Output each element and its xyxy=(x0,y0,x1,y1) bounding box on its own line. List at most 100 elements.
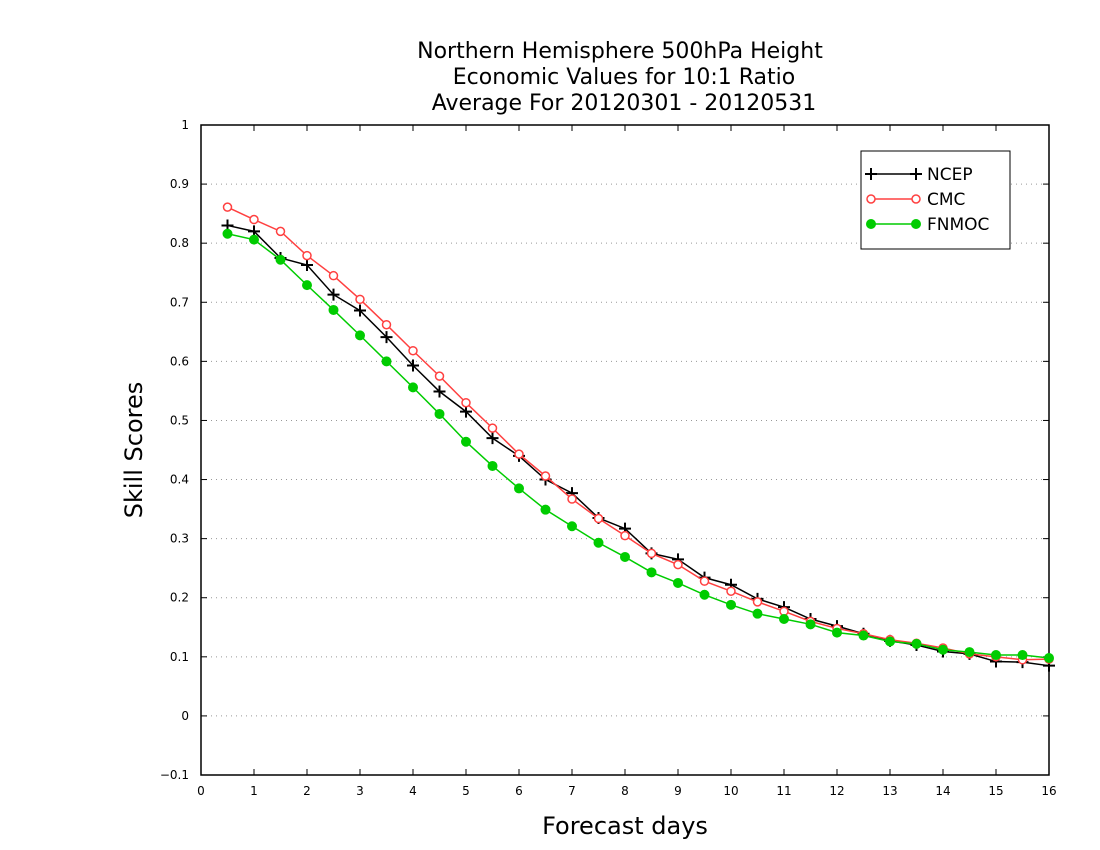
x-tick-label: 4 xyxy=(409,784,417,798)
data-point-marker xyxy=(301,259,313,272)
x-tick-label: 7 xyxy=(568,784,576,798)
chart-title-line-3: Average For 20120301 - 20120531 xyxy=(432,91,817,116)
data-point-marker xyxy=(593,513,604,524)
y-tick-label: 0.8 xyxy=(170,236,189,250)
data-point-marker xyxy=(752,597,763,607)
data-point-marker xyxy=(620,530,630,541)
data-point-marker xyxy=(540,504,551,515)
data-point-marker xyxy=(408,382,418,393)
data-point-marker xyxy=(487,460,498,471)
x-tick-label: 2 xyxy=(303,784,311,798)
data-point-marker xyxy=(1044,653,1054,663)
data-point-marker xyxy=(885,636,895,647)
x-tick-label: 1 xyxy=(250,784,258,798)
data-point-marker xyxy=(433,385,446,398)
data-point-marker xyxy=(964,647,975,658)
data-point-marker xyxy=(355,330,365,341)
legend: NCEP CMC FNMOC xyxy=(860,150,1011,250)
data-point-marker xyxy=(646,548,657,559)
data-point-marker xyxy=(302,280,312,291)
data-point-marker xyxy=(514,449,524,459)
legend-item-cmc: CMC xyxy=(866,190,965,210)
data-point-marker xyxy=(699,576,710,586)
data-point-marker xyxy=(486,432,499,445)
data-point-marker xyxy=(699,589,710,600)
data-point-marker xyxy=(249,214,259,225)
data-point-marker xyxy=(407,359,419,372)
x-tick-label: 3 xyxy=(356,784,364,798)
x-tick-label: 8 xyxy=(621,784,629,798)
x-tick-label: 9 xyxy=(674,784,682,798)
data-point-marker xyxy=(593,537,604,548)
y-tick-label: 0.6 xyxy=(170,354,189,368)
data-point-marker xyxy=(752,608,763,619)
data-point-marker xyxy=(910,168,922,180)
data-point-marker xyxy=(408,345,418,356)
data-point-marker xyxy=(779,614,789,624)
data-point-marker xyxy=(354,304,366,317)
data-point-marker xyxy=(866,219,876,229)
data-point-marker xyxy=(866,194,876,204)
data-point-marker xyxy=(381,319,392,330)
y-tick-label: 0.5 xyxy=(170,413,189,427)
legend-label: FNMOC xyxy=(927,215,989,235)
data-series xyxy=(221,202,1055,672)
y-tick-label: 0 xyxy=(181,709,189,723)
chart-title-line-2: Economic Values for 10:1 Ratio xyxy=(453,65,795,90)
data-point-marker xyxy=(832,627,842,638)
y-tick-label: 0.4 xyxy=(170,473,189,487)
data-point-marker xyxy=(991,650,1001,661)
data-point-marker xyxy=(911,219,921,229)
data-point-marker xyxy=(487,423,498,433)
data-point-marker xyxy=(646,567,657,578)
legend-item-ncep: NCEP xyxy=(865,165,973,185)
data-point-marker xyxy=(540,471,551,481)
data-point-marker xyxy=(461,397,471,408)
y-axis-title: Skill Scores xyxy=(120,382,148,519)
x-tick-label: 15 xyxy=(988,784,1003,798)
x-axis-title: Forecast days xyxy=(542,812,708,840)
data-point-marker xyxy=(1017,650,1028,661)
data-point-marker xyxy=(673,577,683,588)
legend-label: NCEP xyxy=(927,165,973,185)
x-tick-label: 14 xyxy=(935,784,950,798)
x-tick-label: 10 xyxy=(723,784,738,798)
x-tick-label: 12 xyxy=(829,784,844,798)
data-point-marker xyxy=(328,304,339,315)
data-point-marker xyxy=(434,371,445,381)
data-point-marker xyxy=(673,559,683,570)
legend-item-fnmoc: FNMOC xyxy=(866,215,989,235)
data-point-marker xyxy=(938,644,948,655)
x-tick-label: 5 xyxy=(462,784,470,798)
plot-frame xyxy=(200,124,1050,776)
data-point-marker xyxy=(222,202,233,212)
data-point-marker xyxy=(805,619,816,630)
grid-lines xyxy=(201,183,1049,717)
legend-box xyxy=(860,150,1011,250)
data-point-marker xyxy=(381,356,392,367)
x-tick-label: 16 xyxy=(1041,784,1056,798)
data-point-marker xyxy=(328,270,339,281)
data-point-marker xyxy=(865,168,877,180)
data-point-marker xyxy=(461,436,471,447)
series-line-fnmoc xyxy=(227,232,1050,659)
series-cmc xyxy=(222,202,1054,665)
data-point-marker xyxy=(302,250,312,261)
data-point-marker xyxy=(275,254,286,265)
data-point-marker xyxy=(620,551,630,562)
x-tick-label: 13 xyxy=(882,784,897,798)
y-tick-label: 0.2 xyxy=(170,591,189,605)
x-tick-label: 11 xyxy=(776,784,791,798)
y-tick-label: 0.1 xyxy=(170,650,189,664)
data-point-marker xyxy=(222,228,233,239)
data-point-marker xyxy=(567,521,577,532)
data-point-marker xyxy=(249,234,259,245)
data-point-marker xyxy=(726,586,736,596)
data-point-marker xyxy=(911,194,921,204)
y-tick-label: 1 xyxy=(181,118,189,132)
series-fnmoc xyxy=(222,228,1054,663)
x-tick-label: 0 xyxy=(197,784,205,798)
data-point-marker xyxy=(567,494,577,504)
x-tick-label: 6 xyxy=(515,784,523,798)
